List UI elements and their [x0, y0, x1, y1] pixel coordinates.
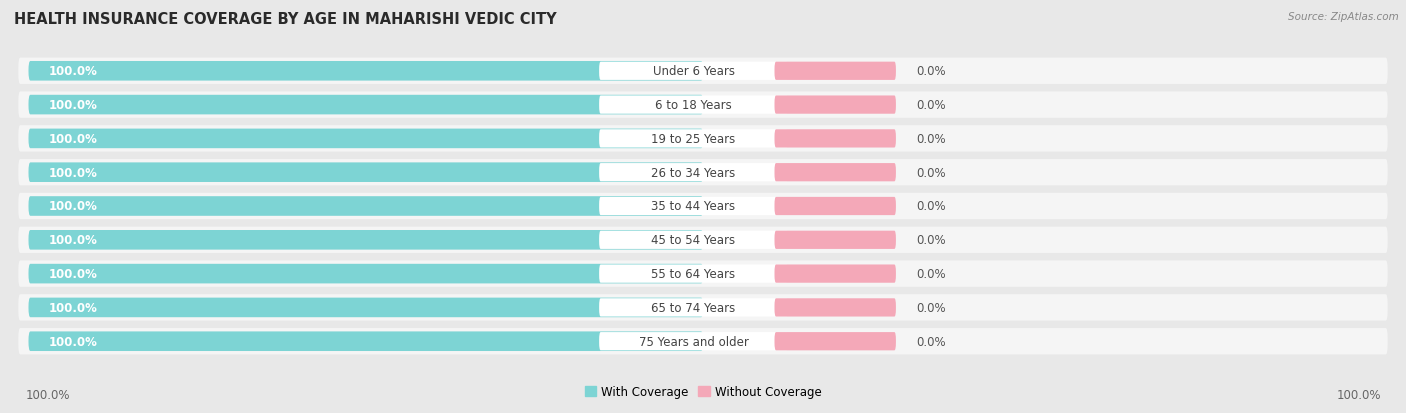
Text: 100.0%: 100.0% — [49, 65, 97, 78]
Text: 0.0%: 0.0% — [917, 65, 946, 78]
FancyBboxPatch shape — [775, 197, 896, 216]
FancyBboxPatch shape — [18, 126, 1388, 152]
Text: 0.0%: 0.0% — [917, 234, 946, 247]
Text: 100.0%: 100.0% — [25, 388, 70, 401]
FancyBboxPatch shape — [599, 231, 787, 249]
FancyBboxPatch shape — [599, 62, 787, 81]
FancyBboxPatch shape — [28, 197, 703, 216]
Text: 0.0%: 0.0% — [917, 99, 946, 112]
FancyBboxPatch shape — [18, 328, 1388, 354]
FancyBboxPatch shape — [775, 332, 896, 351]
Text: HEALTH INSURANCE COVERAGE BY AGE IN MAHARISHI VEDIC CITY: HEALTH INSURANCE COVERAGE BY AGE IN MAHA… — [14, 12, 557, 27]
Text: 0.0%: 0.0% — [917, 335, 946, 348]
Text: 26 to 34 Years: 26 to 34 Years — [651, 166, 735, 179]
Text: 6 to 18 Years: 6 to 18 Years — [655, 99, 733, 112]
FancyBboxPatch shape — [28, 62, 703, 81]
FancyBboxPatch shape — [18, 160, 1388, 186]
FancyBboxPatch shape — [28, 129, 703, 149]
FancyBboxPatch shape — [28, 230, 703, 250]
FancyBboxPatch shape — [599, 96, 787, 114]
FancyBboxPatch shape — [599, 332, 787, 351]
FancyBboxPatch shape — [775, 265, 896, 283]
Text: 100.0%: 100.0% — [49, 301, 97, 314]
FancyBboxPatch shape — [599, 265, 787, 283]
Text: 0.0%: 0.0% — [917, 133, 946, 145]
Text: 0.0%: 0.0% — [917, 200, 946, 213]
Text: 100.0%: 100.0% — [49, 99, 97, 112]
FancyBboxPatch shape — [18, 193, 1388, 220]
Text: 0.0%: 0.0% — [917, 268, 946, 280]
Text: 0.0%: 0.0% — [917, 301, 946, 314]
FancyBboxPatch shape — [28, 264, 703, 284]
FancyBboxPatch shape — [28, 95, 703, 115]
FancyBboxPatch shape — [775, 299, 896, 317]
FancyBboxPatch shape — [599, 299, 787, 317]
Text: Source: ZipAtlas.com: Source: ZipAtlas.com — [1288, 12, 1399, 22]
FancyBboxPatch shape — [18, 261, 1388, 287]
FancyBboxPatch shape — [28, 163, 703, 183]
Text: 100.0%: 100.0% — [49, 166, 97, 179]
Text: 75 Years and older: 75 Years and older — [638, 335, 748, 348]
Text: 100.0%: 100.0% — [49, 234, 97, 247]
FancyBboxPatch shape — [775, 231, 896, 249]
Text: 19 to 25 Years: 19 to 25 Years — [651, 133, 735, 145]
FancyBboxPatch shape — [28, 332, 703, 351]
Text: 0.0%: 0.0% — [917, 166, 946, 179]
Text: 35 to 44 Years: 35 to 44 Years — [651, 200, 735, 213]
Text: 100.0%: 100.0% — [1336, 388, 1381, 401]
FancyBboxPatch shape — [18, 92, 1388, 119]
FancyBboxPatch shape — [18, 59, 1388, 85]
FancyBboxPatch shape — [18, 294, 1388, 321]
FancyBboxPatch shape — [775, 62, 896, 81]
Text: 65 to 74 Years: 65 to 74 Years — [651, 301, 735, 314]
Text: 100.0%: 100.0% — [49, 200, 97, 213]
FancyBboxPatch shape — [775, 96, 896, 114]
Text: 55 to 64 Years: 55 to 64 Years — [651, 268, 735, 280]
FancyBboxPatch shape — [18, 227, 1388, 253]
Text: 45 to 54 Years: 45 to 54 Years — [651, 234, 735, 247]
Legend: With Coverage, Without Coverage: With Coverage, Without Coverage — [579, 381, 827, 403]
Text: 100.0%: 100.0% — [49, 335, 97, 348]
FancyBboxPatch shape — [28, 298, 703, 318]
Text: 100.0%: 100.0% — [49, 268, 97, 280]
FancyBboxPatch shape — [599, 164, 787, 182]
FancyBboxPatch shape — [775, 164, 896, 182]
FancyBboxPatch shape — [599, 130, 787, 148]
FancyBboxPatch shape — [775, 130, 896, 148]
Text: Under 6 Years: Under 6 Years — [652, 65, 734, 78]
Text: 100.0%: 100.0% — [49, 133, 97, 145]
FancyBboxPatch shape — [599, 197, 787, 216]
